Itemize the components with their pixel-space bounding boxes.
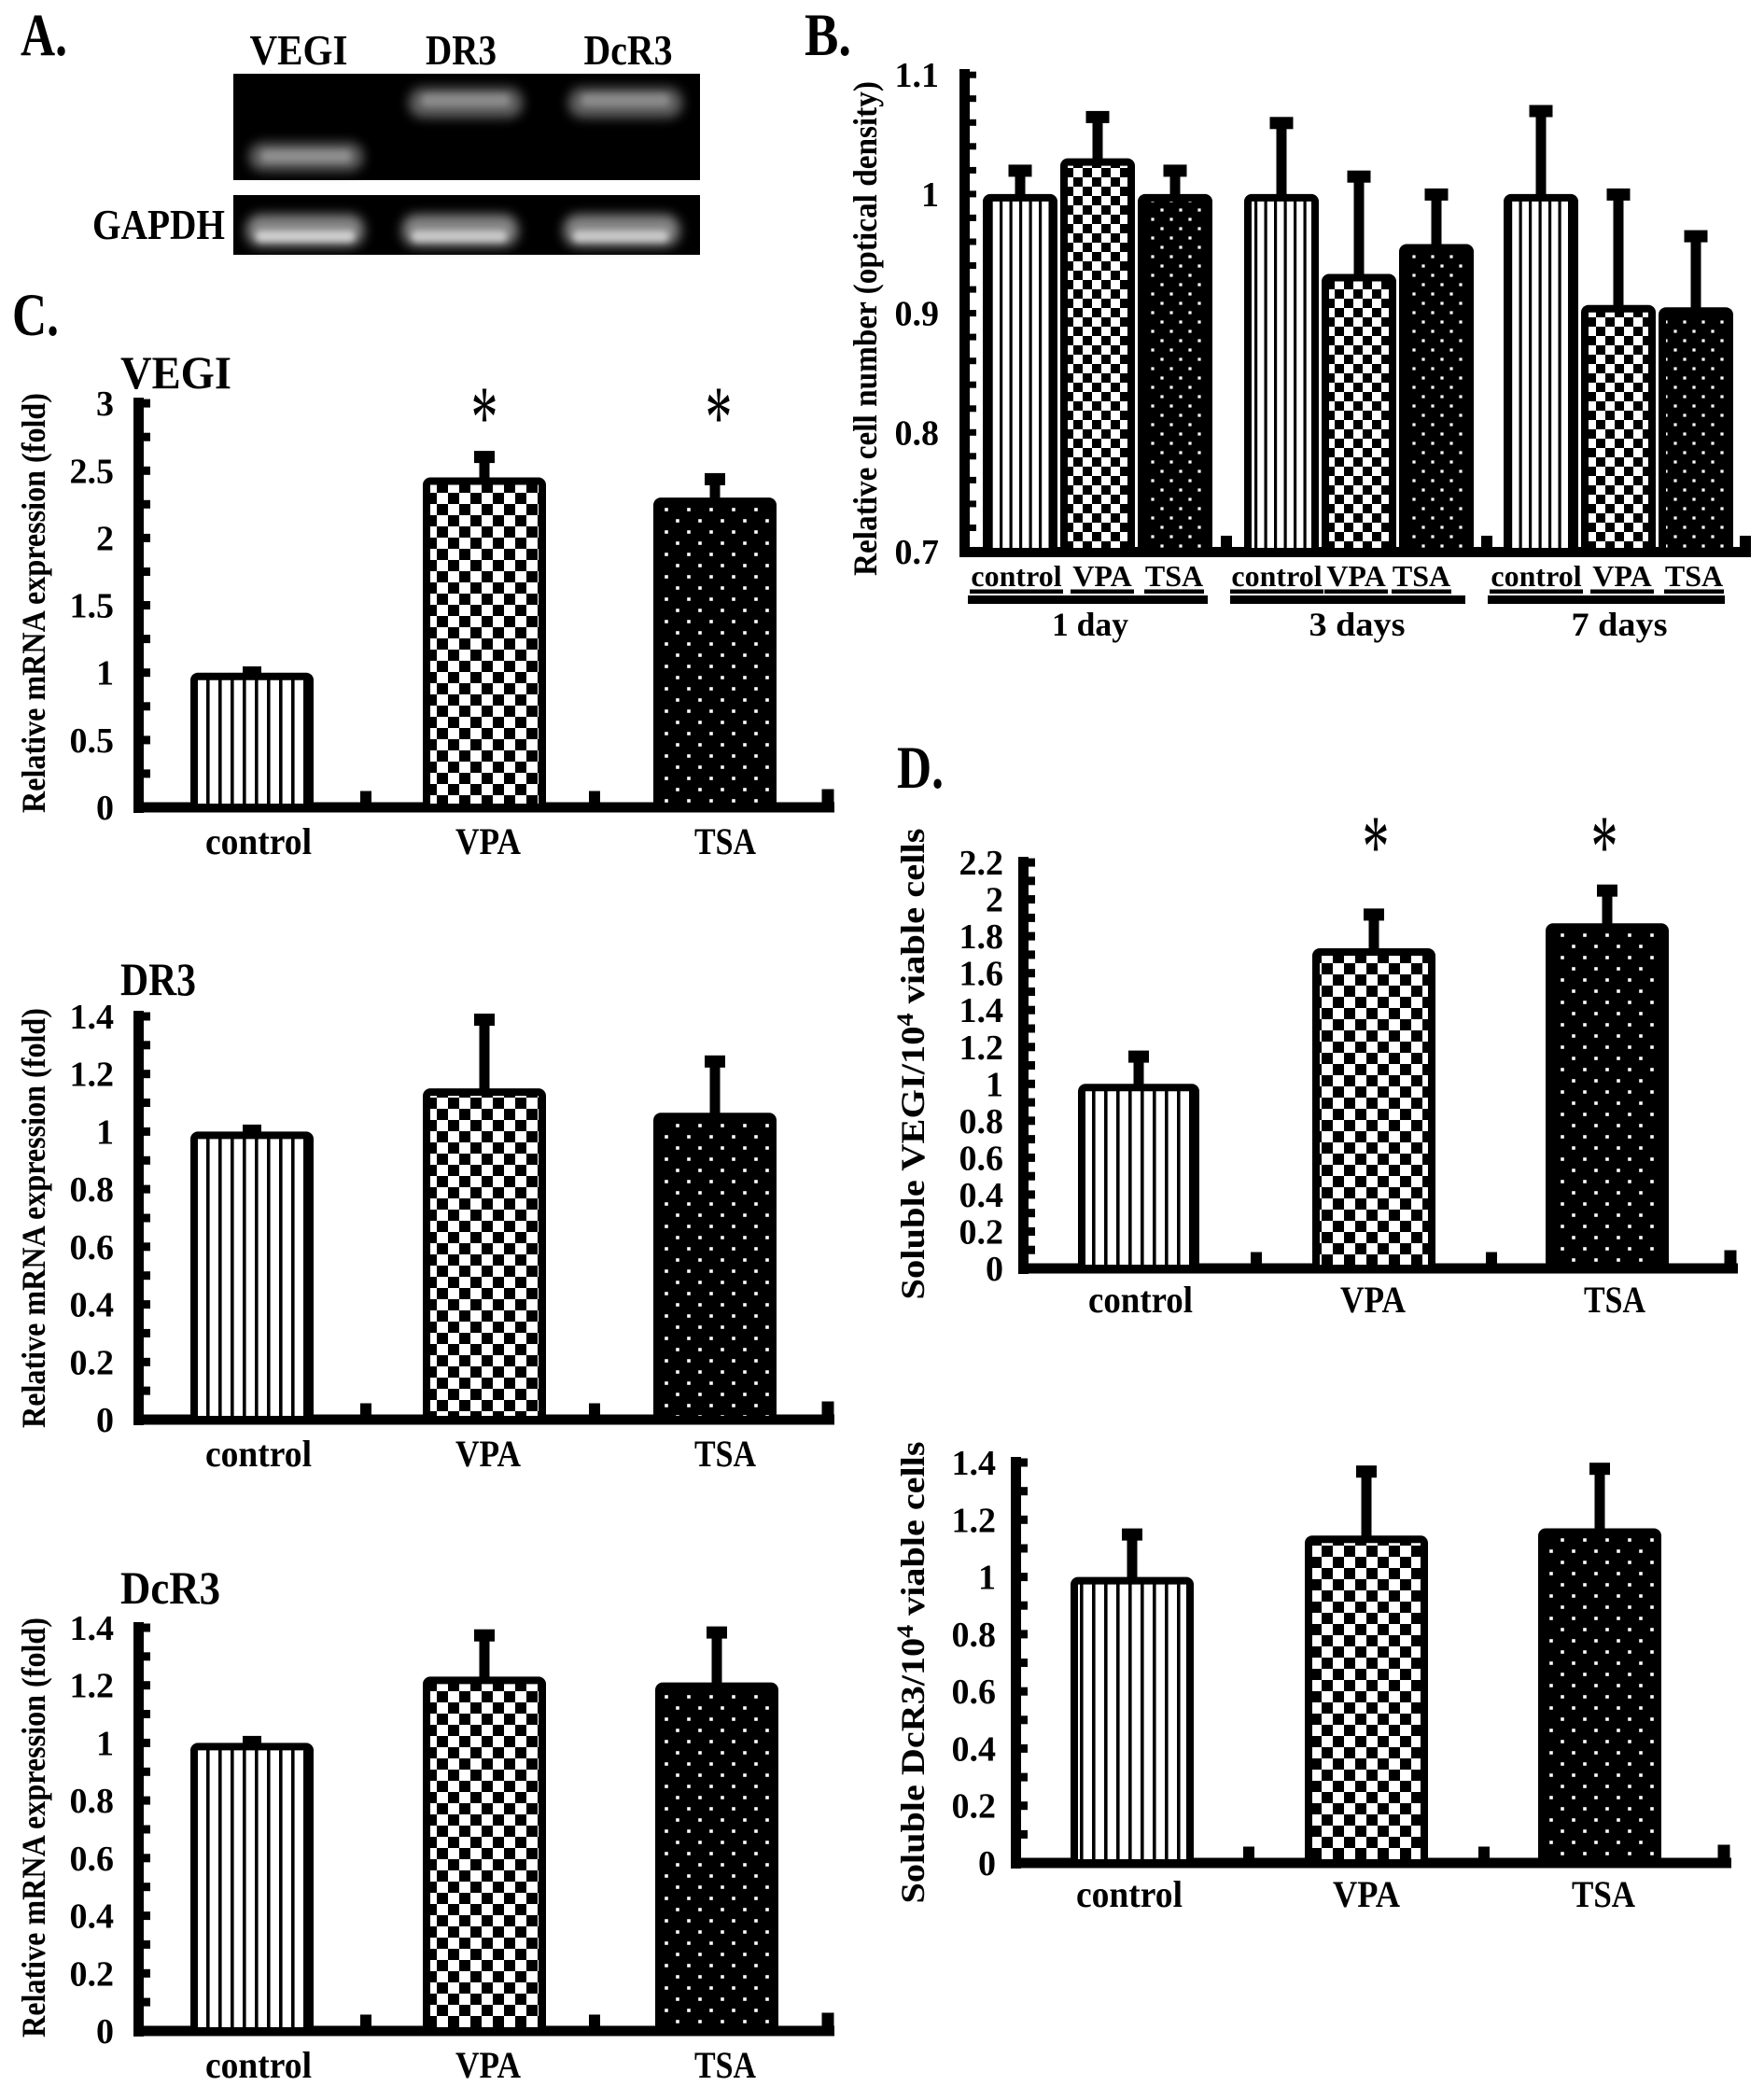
svg-text:Soluble DcR3/104 viable cells: Soluble DcR3/104 viable cells <box>893 1442 931 1904</box>
svg-text:0.4: 0.4 <box>952 1729 997 1769</box>
svg-text:1: 1 <box>96 1724 114 1763</box>
svg-text:3: 3 <box>96 385 114 424</box>
svg-text:Relative mRNA expression (fold: Relative mRNA expression (fold) <box>15 393 52 813</box>
svg-text:control: control <box>971 559 1061 593</box>
svg-text:0.9: 0.9 <box>895 295 940 334</box>
svg-text:1.2: 1.2 <box>952 1501 997 1540</box>
svg-text:0: 0 <box>978 1844 996 1883</box>
svg-text:1.4: 1.4 <box>952 1444 997 1483</box>
svg-text:1.2: 1.2 <box>959 1029 1004 1068</box>
svg-text:0.8: 0.8 <box>952 1616 997 1655</box>
svg-text:0.6: 0.6 <box>70 1228 115 1267</box>
svg-text:1.2: 1.2 <box>70 1667 115 1706</box>
svg-text:TSA: TSA <box>1584 1279 1645 1321</box>
svg-text:1.2: 1.2 <box>70 1056 115 1095</box>
svg-text:control: control <box>205 1433 312 1475</box>
svg-text:0.4: 0.4 <box>959 1176 1004 1215</box>
svg-text:GAPDH: GAPDH <box>92 201 225 248</box>
svg-text:1: 1 <box>921 175 939 215</box>
svg-text:0.6: 0.6 <box>959 1139 1004 1178</box>
svg-text:0.8: 0.8 <box>959 1102 1004 1141</box>
svg-text:VPA: VPA <box>1333 1873 1400 1915</box>
svg-text:TSA: TSA <box>694 820 756 862</box>
svg-text:TSA: TSA <box>1572 1873 1635 1915</box>
svg-text:0.4: 0.4 <box>70 1286 115 1325</box>
svg-text:0.8: 0.8 <box>70 1170 115 1210</box>
svg-text:C.: C. <box>12 282 59 349</box>
svg-text:VPA: VPA <box>1326 559 1385 593</box>
svg-text:DR3: DR3 <box>120 953 196 1005</box>
svg-text:1: 1 <box>986 1065 1003 1104</box>
svg-text:control: control <box>1231 559 1322 593</box>
svg-text:Relative mRNA expression (fold: Relative mRNA expression (fold) <box>15 1617 52 2037</box>
svg-text:0.2: 0.2 <box>959 1212 1004 1252</box>
svg-text:0: 0 <box>96 2012 114 2051</box>
svg-text:0: 0 <box>986 1250 1003 1289</box>
svg-text:0.6: 0.6 <box>70 1840 115 1879</box>
svg-text:VPA: VPA <box>455 2044 521 2086</box>
svg-text:1.4: 1.4 <box>70 1609 115 1648</box>
svg-text:1.1: 1.1 <box>895 56 940 95</box>
svg-text:0.8: 0.8 <box>70 1782 115 1821</box>
svg-text:2.2: 2.2 <box>959 844 1004 883</box>
svg-text:Relative cell number (optical: Relative cell number (optical density) <box>847 81 884 576</box>
svg-text:TSA: TSA <box>694 1433 756 1475</box>
svg-text:DcR3: DcR3 <box>120 1561 220 1614</box>
svg-text:D.: D. <box>897 735 944 802</box>
svg-text:1 day: 1 day <box>1052 606 1128 643</box>
svg-text:DcR3: DcR3 <box>584 26 673 74</box>
svg-text:VPA: VPA <box>1072 559 1131 593</box>
svg-text:0.4: 0.4 <box>70 1897 115 1937</box>
svg-text:control: control <box>205 820 312 862</box>
svg-text:VPA: VPA <box>1340 1279 1406 1321</box>
svg-text:3 days: 3 days <box>1309 606 1406 643</box>
svg-text:*: * <box>471 368 498 467</box>
svg-text:0.2: 0.2 <box>952 1787 997 1827</box>
svg-text:1.4: 1.4 <box>70 998 115 1037</box>
svg-text:0.8: 0.8 <box>895 413 940 453</box>
svg-text:TSA: TSA <box>1145 559 1203 593</box>
svg-text:1: 1 <box>96 654 114 693</box>
svg-text:TSA: TSA <box>1393 559 1450 593</box>
svg-text:control: control <box>1088 1279 1193 1321</box>
svg-text:0.7: 0.7 <box>895 533 940 572</box>
svg-text:7 days: 7 days <box>1572 606 1668 643</box>
svg-text:TSA: TSA <box>694 2044 756 2086</box>
svg-text:0.2: 0.2 <box>70 1343 115 1382</box>
svg-text:0: 0 <box>96 1401 114 1440</box>
svg-text:0: 0 <box>96 789 114 828</box>
svg-text:Soluble VEGI/104 viable cells: Soluble VEGI/104 viable cells <box>893 829 931 1300</box>
svg-text:*: * <box>1363 797 1390 896</box>
svg-text:1: 1 <box>96 1113 114 1152</box>
svg-text:1.6: 1.6 <box>959 955 1004 994</box>
svg-text:A.: A. <box>21 2 67 69</box>
svg-text:1: 1 <box>978 1559 996 1598</box>
svg-text:Relative mRNA expression (fold: Relative mRNA expression (fold) <box>15 1008 52 1428</box>
svg-text:VEGI: VEGI <box>250 26 348 74</box>
svg-text:2: 2 <box>986 881 1003 920</box>
svg-text:control: control <box>1076 1873 1183 1915</box>
svg-text:1.4: 1.4 <box>959 991 1004 1030</box>
svg-text:B.: B. <box>805 2 851 69</box>
svg-text:control: control <box>1491 559 1581 593</box>
svg-text:TSA: TSA <box>1665 559 1723 593</box>
svg-text:control: control <box>205 2044 312 2086</box>
svg-text:DR3: DR3 <box>426 26 497 74</box>
svg-text:VPA: VPA <box>455 820 521 862</box>
svg-text:VPA: VPA <box>455 1433 521 1475</box>
svg-text:2.5: 2.5 <box>70 452 115 491</box>
svg-text:2: 2 <box>96 519 114 558</box>
svg-text:1.8: 1.8 <box>959 917 1004 957</box>
svg-text:0.5: 0.5 <box>70 721 115 761</box>
svg-text:*: * <box>706 368 733 467</box>
svg-text:VPA: VPA <box>1592 559 1651 593</box>
svg-text:0.2: 0.2 <box>70 1954 115 1994</box>
svg-text:0.6: 0.6 <box>952 1673 997 1712</box>
svg-text:VEGI: VEGI <box>120 346 231 399</box>
svg-text:*: * <box>1591 797 1618 896</box>
svg-text:1.5: 1.5 <box>70 587 115 626</box>
